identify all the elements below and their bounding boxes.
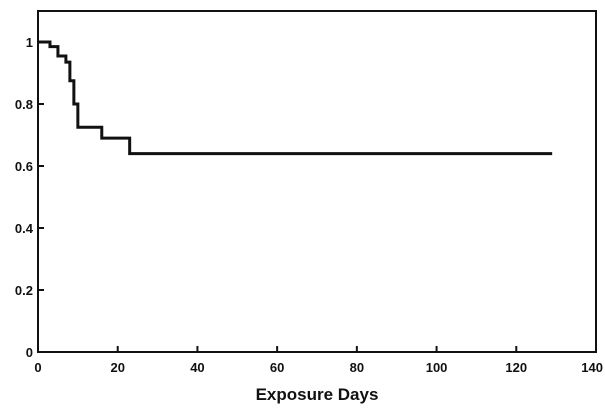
x-tick-label: 120: [505, 360, 527, 375]
y-tick-label: 0.2: [15, 283, 33, 298]
plot-frame: [37, 10, 597, 353]
y-tick-label: 0.8: [15, 97, 33, 112]
x-tick-label: 60: [270, 360, 284, 375]
x-tick-label: 80: [350, 360, 364, 375]
y-tick-label: 1: [26, 35, 33, 50]
x-tick-label: 40: [190, 360, 204, 375]
series-group: [38, 40, 553, 156]
y-tick-label: 0.6: [15, 159, 33, 174]
y-axis-ticks: 0 0.2 0.4 0.6 0.8 1: [15, 35, 44, 360]
survival-step-line: [38, 40, 553, 156]
y-tick-label: 0.4: [15, 221, 34, 236]
x-tick-label: 0: [34, 360, 41, 375]
y-tick-label: 0: [26, 345, 33, 360]
x-tick-label: 20: [110, 360, 124, 375]
x-tick-label: 140: [581, 360, 603, 375]
x-tick-label: 100: [426, 360, 448, 375]
x-axis-ticks: 0 20 40 60 80 100 120 140: [34, 346, 603, 375]
x-axis-title: Exposure Days: [256, 385, 379, 404]
